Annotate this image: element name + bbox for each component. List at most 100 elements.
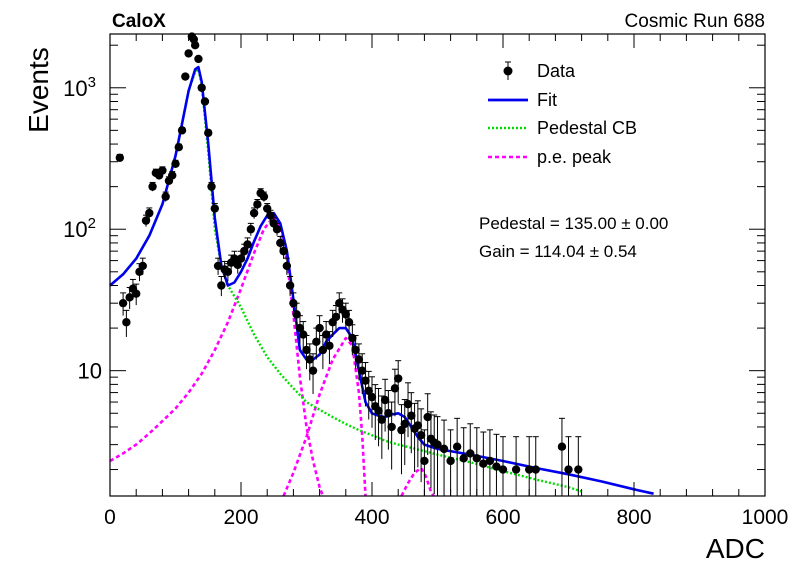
data-point (259, 191, 269, 202)
data-point (315, 315, 324, 344)
data-point (400, 399, 409, 466)
data-point (217, 275, 226, 297)
data-point (197, 83, 206, 92)
data-point (394, 360, 403, 404)
data-point (308, 353, 318, 395)
data-point (403, 382, 413, 438)
data-point (351, 334, 360, 370)
x-tick-label: 800 (616, 506, 651, 529)
legend-item: Pedestal CB (488, 118, 637, 138)
data-point (312, 327, 321, 360)
legend-marker (503, 66, 513, 76)
data-point (272, 222, 282, 236)
legend-label: Pedestal CB (537, 118, 637, 138)
data-point (177, 126, 187, 135)
data-point (459, 427, 468, 496)
legend: Data Fit Pedestal CB p.e. peak (488, 61, 637, 167)
data-point (204, 128, 213, 138)
data-point (168, 171, 177, 180)
y-axis-label: Events (23, 47, 54, 133)
data-point (380, 378, 390, 432)
data-point (446, 429, 455, 496)
gain-annotation: Gain = 114.04 ± 0.54 (479, 242, 637, 261)
data-point (387, 401, 396, 470)
data-point (302, 334, 311, 370)
data-point (439, 419, 449, 496)
data-point (357, 353, 367, 395)
data-point (158, 166, 167, 175)
data-point (118, 292, 128, 316)
data-point (132, 283, 141, 306)
legend-label: Data (537, 61, 576, 81)
data-point (285, 275, 295, 297)
data-point (115, 153, 125, 162)
data-point (361, 362, 370, 407)
data-point (485, 429, 495, 496)
data-point (416, 408, 426, 483)
pedestal-cb-curve (109, 68, 582, 493)
data-point (282, 257, 292, 275)
data-point (295, 315, 305, 344)
legend-item: Data (503, 61, 576, 81)
x-tick-label: 1000 (742, 506, 789, 529)
data-point (148, 181, 157, 192)
data-point (452, 417, 462, 496)
data-point (174, 143, 183, 152)
x-tick-label: 600 (485, 506, 520, 529)
data-point (289, 292, 298, 316)
data-point (213, 257, 223, 275)
data-point (367, 376, 377, 428)
data-point (492, 433, 501, 496)
data-point (420, 429, 429, 496)
p-e-peak-curve (400, 466, 435, 497)
data-point (194, 54, 203, 64)
data-point (138, 257, 147, 275)
legend-label: Fit (537, 90, 557, 110)
data-point (511, 436, 521, 496)
data-point (299, 321, 308, 352)
data-point (325, 331, 334, 365)
legend-label: p.e. peak (537, 147, 612, 167)
data-point (557, 417, 567, 496)
data-point (564, 436, 573, 496)
x-axis-label: ADC (706, 533, 765, 564)
data-point (200, 97, 210, 106)
y-tick-label: 103 (63, 74, 96, 101)
data-point (384, 390, 393, 450)
x-tick-label: 200 (223, 506, 258, 529)
data-point (210, 203, 219, 214)
data-point (223, 263, 233, 282)
run-label: Cosmic Run 688 (625, 11, 765, 32)
p-e-peak-curve (282, 336, 367, 497)
data-point (377, 395, 387, 459)
data-point (207, 181, 216, 192)
data-point (181, 72, 190, 81)
data-point (305, 343, 314, 381)
data-point (253, 198, 262, 210)
data-point (466, 423, 475, 496)
data-point (171, 159, 180, 169)
data-point (525, 436, 534, 496)
data-point (397, 404, 406, 475)
data-point (407, 392, 416, 454)
data-point (184, 49, 193, 58)
data-point (276, 235, 285, 251)
pedestal-annotation: Pedestal = 135.00 ± 0.00 (479, 214, 668, 233)
plot-frame (109, 33, 766, 497)
y-tick-label: 102 (63, 215, 96, 242)
data-point (354, 343, 364, 381)
data-point (433, 416, 442, 496)
data-point (531, 436, 540, 496)
data-point (574, 436, 583, 496)
x-tick-label: 0 (104, 506, 116, 529)
data-point (479, 431, 488, 496)
axes: 0 200 400 600 800 1000 10 102 103 (63, 34, 788, 529)
data-point (423, 393, 432, 456)
legend-item: Fit (488, 90, 557, 110)
x-tick-label: 400 (354, 506, 389, 529)
data-point (472, 427, 481, 496)
data-point (161, 191, 170, 202)
data-point (243, 237, 252, 252)
data-point (348, 324, 357, 356)
